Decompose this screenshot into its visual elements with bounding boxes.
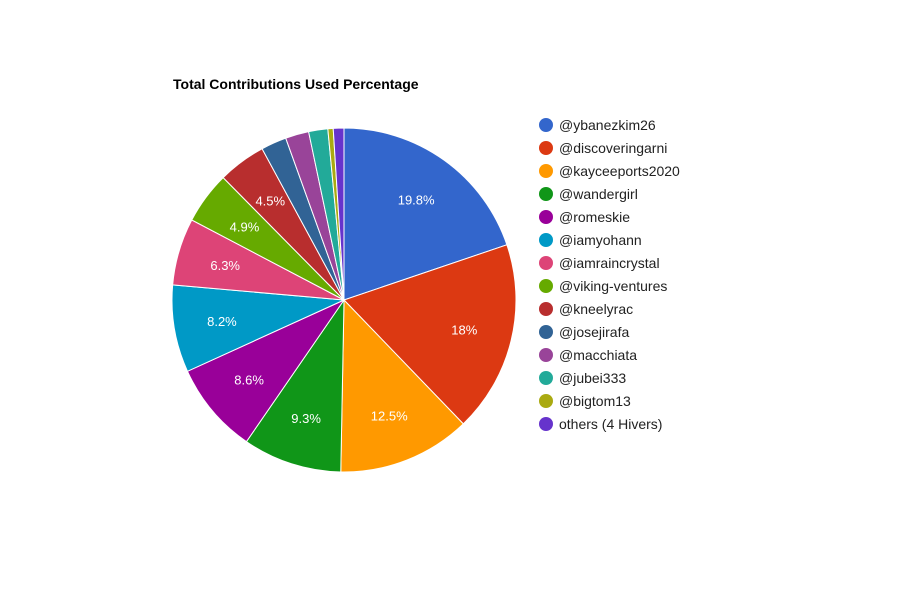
legend-item-4[interactable]: @romeskie: [539, 205, 680, 228]
legend-item-10[interactable]: @macchiata: [539, 343, 680, 366]
legend-item-9[interactable]: @josejirafa: [539, 320, 680, 343]
pie-slice-1: [343, 244, 517, 425]
legend-swatch: [539, 393, 553, 408]
legend-item-8[interactable]: @kneelyrac: [539, 297, 680, 320]
slice-data-label-5: 8.2%: [207, 314, 237, 329]
slice-data-label-4: 8.6%: [234, 373, 264, 388]
legend-label: @kneelyrac: [559, 300, 634, 317]
legend-label: @iamraincrystal: [559, 254, 660, 271]
legend-swatch: [539, 324, 553, 339]
slice-data-label-6: 6.3%: [210, 258, 240, 273]
legend-item-3[interactable]: @wandergirl: [539, 182, 680, 205]
legend: @ybanezkim26 @discoveringarni @kayceeports…: [539, 113, 680, 435]
legend-label: @romeskie: [559, 208, 631, 225]
legend-label: @wandergirl: [559, 185, 638, 202]
legend-label: @jubei333: [559, 369, 627, 386]
legend-label: @viking-ventures: [559, 277, 668, 294]
legend-label: @iamyohann: [559, 231, 642, 248]
legend-item-1[interactable]: @discoveringarni: [539, 136, 680, 159]
legend-label: @kayceeports2020: [559, 162, 680, 179]
legend-swatch: [539, 232, 553, 247]
legend-swatch: [539, 255, 553, 270]
legend-swatch: [539, 209, 553, 224]
legend-swatch: [539, 370, 553, 385]
pie-slice-2: [340, 298, 465, 473]
legend-swatch: [539, 301, 553, 316]
legend-label: @discoveringarni: [559, 139, 668, 156]
legend-swatch: [539, 186, 553, 201]
legend-label: @josejirafa: [559, 323, 630, 340]
legend-swatch: [539, 278, 553, 293]
slice-data-label-0: 19.8%: [398, 192, 435, 207]
pie-slice-3: [245, 298, 345, 473]
legend-label: @ybanezkim26: [559, 116, 656, 133]
slice-data-label-7: 4.9%: [230, 219, 260, 234]
legend-item-11[interactable]: @jubei333: [539, 366, 680, 389]
pie-slice-5: [171, 284, 346, 372]
legend-label: @macchiata: [559, 346, 638, 363]
legend-item-2[interactable]: @kayceeports2020: [539, 159, 680, 182]
slice-data-label-2: 12.5%: [371, 408, 408, 423]
pie-slice-0: [343, 127, 508, 301]
slice-data-label-8: 4.5%: [255, 194, 285, 209]
legend-item-12[interactable]: @bigtom13: [539, 389, 680, 412]
legend-item-13[interactable]: others (4 Hivers): [539, 412, 680, 435]
legend-swatch: [539, 163, 553, 178]
legend-label: others (4 Hivers): [559, 415, 663, 432]
legend-swatch: [539, 416, 553, 431]
slice-data-label-1: 18%: [451, 322, 477, 337]
legend-item-0[interactable]: @ybanezkim26: [539, 113, 680, 136]
legend-item-7[interactable]: @viking-ventures: [539, 274, 680, 297]
legend-swatch: [539, 347, 553, 362]
legend-item-5[interactable]: @iamyohann: [539, 228, 680, 251]
chart-title: Total Contributions Used Percentage: [173, 76, 419, 92]
legend-swatch: [539, 117, 553, 132]
legend-item-6[interactable]: @iamraincrystal: [539, 251, 680, 274]
legend-swatch: [539, 140, 553, 155]
pie-slice-4: [186, 298, 346, 443]
pie-slice-13: [332, 127, 345, 301]
legend-label: @bigtom13: [559, 392, 631, 409]
slice-data-label-3: 9.3%: [291, 411, 321, 426]
